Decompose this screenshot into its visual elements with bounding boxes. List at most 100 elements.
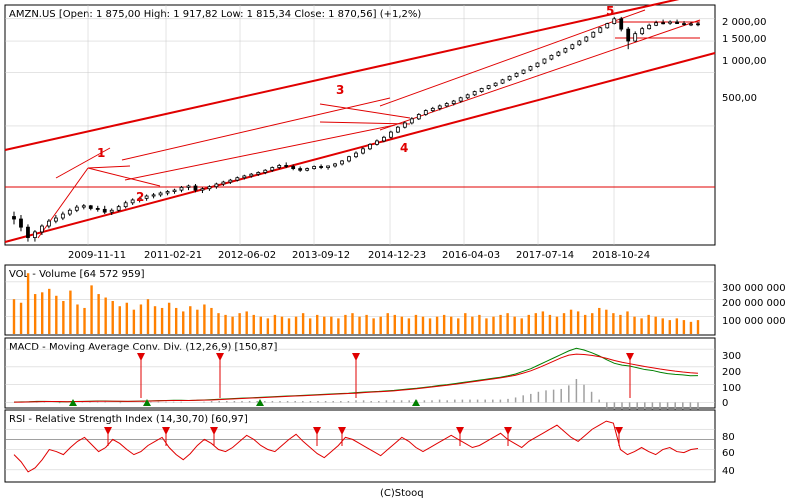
- volume-bar: [492, 316, 495, 334]
- channel-line: [4, 0, 680, 151]
- volume-bar: [386, 313, 389, 334]
- volume-bar: [605, 309, 608, 334]
- price-y-tick: 1 500,00: [722, 34, 767, 45]
- candle-body: [647, 24, 652, 30]
- candle-body: [654, 22, 659, 26]
- price-y-axis: 2 000,00 1 500,00 1 000,00 500,00: [722, 17, 767, 104]
- volume-bar: [647, 314, 650, 334]
- buy-marker: [143, 399, 151, 406]
- candle-body: [354, 152, 358, 158]
- rsi-sell-marker: [313, 427, 321, 435]
- volume-bar: [562, 313, 566, 334]
- candle-body: [60, 213, 65, 219]
- candle-body: [521, 69, 526, 74]
- candle-body: [179, 186, 184, 191]
- volume-bar: [541, 311, 545, 334]
- candle-body: [242, 175, 247, 179]
- annotation-label: 2: [136, 190, 144, 204]
- rsi-sell-marker: [210, 427, 218, 435]
- candle-body: [556, 51, 561, 56]
- annotation-label: 4: [400, 141, 408, 155]
- volume-bar: [55, 295, 58, 334]
- candle-body: [214, 183, 219, 188]
- rsi-sell-marker: [104, 427, 112, 435]
- trend-line: [87, 165, 131, 169]
- volume-bar: [104, 297, 107, 334]
- candle-body: [584, 36, 589, 42]
- annotation-label: 3: [336, 83, 344, 97]
- macd-signal-markers: [69, 353, 634, 406]
- candle-body: [375, 140, 379, 145]
- candle-body: [193, 185, 198, 191]
- volume-bar: [273, 314, 277, 334]
- price-candles: [12, 16, 700, 242]
- candle-body: [270, 167, 275, 171]
- candle-body: [277, 165, 282, 168]
- price-y-tick: 500,00: [722, 93, 757, 104]
- volume-bar: [428, 318, 432, 334]
- candle-body: [640, 28, 645, 35]
- buy-marker: [256, 399, 264, 406]
- price-x-tick: 2018-10-24: [592, 250, 650, 261]
- volume-bar: [435, 316, 439, 334]
- price-x-tick: 2012-06-02: [218, 250, 276, 261]
- candle-body: [444, 103, 449, 107]
- price-x-tick: 2011-02-21: [144, 250, 202, 261]
- candle-body: [26, 226, 30, 238]
- candle-body: [158, 192, 163, 196]
- volume-bar: [506, 313, 509, 334]
- candle-body: [19, 218, 23, 228]
- volume-bar: [661, 318, 664, 334]
- chart-credit: (C)Stooq: [380, 488, 424, 499]
- sell-marker: [137, 353, 145, 361]
- volume-y-tick: 200 000 000: [722, 298, 786, 309]
- candle-body: [388, 131, 393, 138]
- rsi-y-tick: 40: [722, 466, 735, 477]
- candle-body: [423, 110, 428, 115]
- candle-body: [235, 177, 240, 181]
- volume-bar: [301, 313, 305, 334]
- volume-bar: [316, 314, 319, 334]
- macd-y-tick: 300: [722, 351, 741, 362]
- candle-body: [228, 179, 233, 183]
- macd-panel: MACD - Moving Average Conv. Div. (12,26,…: [4, 337, 741, 417]
- volume-y-tick: 300 000 000: [722, 283, 786, 294]
- buy-marker: [412, 399, 420, 406]
- candle-body: [402, 122, 407, 128]
- volume-bar: [323, 316, 326, 334]
- macd-histogram: [20, 378, 699, 417]
- price-x-tick: 2017-07-14: [516, 250, 574, 261]
- candle-body: [689, 23, 693, 26]
- candle-body: [165, 191, 170, 194]
- rsi-line: [13, 420, 699, 473]
- volume-bar: [534, 313, 538, 334]
- rsi-line-path: [13, 420, 699, 473]
- rsi-y-tick: 80: [722, 432, 735, 443]
- volume-bar: [217, 313, 220, 334]
- candle-body: [598, 27, 603, 33]
- volume-bars: [12, 273, 700, 334]
- volume-bar: [513, 316, 516, 334]
- candle-body: [33, 231, 37, 238]
- volume-bar: [69, 290, 72, 334]
- candle-body: [40, 225, 44, 233]
- candle-body: [298, 168, 303, 171]
- volume-bar: [294, 316, 298, 334]
- volume-bar: [259, 316, 263, 334]
- rsi-signal-markers: [104, 427, 623, 446]
- macd-y-tick: 0: [722, 398, 728, 409]
- volume-bar: [153, 306, 157, 334]
- candle-body: [361, 148, 365, 154]
- volume-bar: [174, 307, 178, 334]
- candle-body: [221, 181, 226, 185]
- candle-body: [458, 97, 463, 102]
- volume-bar: [231, 316, 234, 334]
- candle-body: [507, 75, 512, 81]
- volume-bar: [442, 314, 446, 334]
- volume-bar: [280, 316, 284, 334]
- volume-bar: [457, 318, 460, 334]
- sell-marker: [626, 353, 634, 361]
- volume-bar: [612, 313, 615, 334]
- macd-y-tick: 100: [722, 383, 741, 394]
- rsi-sell-marker: [162, 427, 170, 435]
